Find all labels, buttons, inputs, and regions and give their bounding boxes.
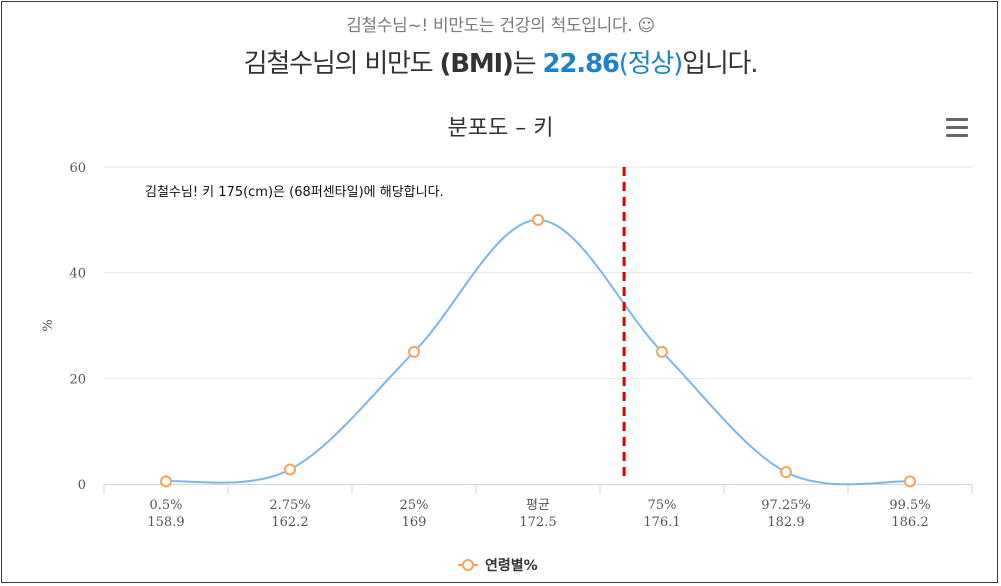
chart-annotation: 김철수님! 키 175(cm)은 (68퍼센타일)에 해당합니다. [145,185,444,200]
headline-text-1: 김철수님의 비만도 [243,49,440,79]
series-points [160,213,916,488]
data-point[interactable] [532,213,544,226]
bmi-status: 정상 [627,49,675,79]
x-tick-label-height: 176.1 [643,515,680,530]
y-tick-label: 60 [69,161,86,176]
x-axis: 0.5% 158.9 2.75% 162.2 25% 169 평균 172.5 75% 176.1… [103,484,973,530]
series-line [165,218,911,486]
data-point[interactable] [656,345,668,358]
headline-bmi-label: (BMI) [439,49,514,79]
x-tick-label-percentile: 97.25% [761,498,811,513]
x-tick-label-height: 158.9 [147,515,184,530]
data-point[interactable] [408,345,420,358]
x-tick-label-height: 186.2 [891,515,928,530]
x-tick-label-height: 162.2 [271,515,308,530]
x-tick-label-percentile: 25% [400,498,429,513]
data-point[interactable] [904,475,916,488]
chart-title: 분포도 – 키 [447,116,554,141]
x-tick-label-height: 182.9 [767,515,804,530]
y-tick-label: 40 [69,267,86,282]
x-tick-label-percentile: 평균 [526,498,550,513]
bmi-headline: 김철수님의 비만도 (BMI)는 22.86(정상)입니다. [0,43,1001,80]
headline-text-3: 입니다. [682,49,758,79]
bmi-value: 22.86 [542,49,619,79]
x-tick-label-percentile: 99.5% [889,498,930,513]
bmi-paren-open: ( [618,49,629,79]
y-tick-label: 20 [69,372,86,387]
hamburger-menu-icon [944,118,970,137]
y-axis-label: % [41,319,56,331]
chart-menu-button[interactable] [944,118,970,140]
legend-item[interactable]: 연령별% [458,557,538,574]
bmi-paren-close: ) [673,49,683,79]
gridlines [104,166,972,379]
x-tick-label-percentile: 75% [648,498,677,513]
page-subtitle: 김철수님~! 비만도는 건강의 척도입니다. ☺ [346,16,655,36]
x-tick-label-height: 169 [402,515,427,530]
y-tick-label: 0 [78,478,86,493]
x-tick-label-height: 172.5 [519,515,556,530]
x-tick-label-percentile: 0.5% [149,498,182,513]
x-tick-label-percentile: 2.75% [269,498,310,513]
data-point[interactable] [284,463,296,476]
data-point[interactable] [780,466,792,479]
legend-label: 연령별% [485,557,538,574]
legend-marker-icon [462,559,474,571]
y-axis: 0 20 40 60 [69,161,86,493]
data-point[interactable] [160,475,172,488]
headline-text-2: 는 [512,49,543,79]
